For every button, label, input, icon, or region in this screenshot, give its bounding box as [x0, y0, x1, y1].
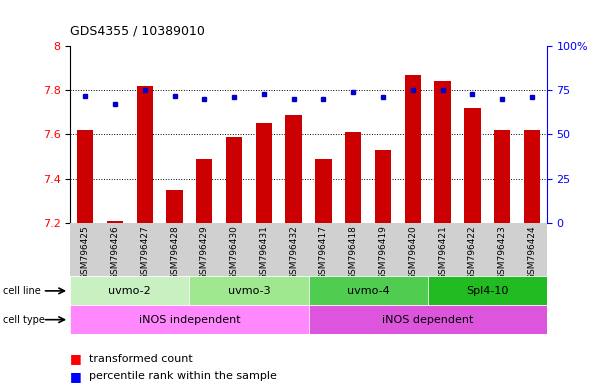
Bar [70, 276, 189, 305]
Text: ■: ■ [70, 353, 82, 366]
Bar [464, 108, 481, 223]
Bar [524, 130, 540, 223]
Bar [375, 150, 391, 223]
Bar [189, 276, 309, 305]
Text: GSM796423: GSM796423 [498, 225, 507, 280]
Bar [77, 130, 93, 223]
Bar [255, 123, 272, 223]
Text: cell line: cell line [3, 286, 41, 296]
Text: GSM796424: GSM796424 [527, 225, 536, 280]
Text: GDS4355 / 10389010: GDS4355 / 10389010 [70, 25, 205, 38]
Text: GSM796417: GSM796417 [319, 225, 328, 280]
Text: iNOS dependent: iNOS dependent [382, 314, 474, 325]
Text: uvmo-4: uvmo-4 [347, 286, 389, 296]
Bar [166, 190, 183, 223]
Text: GSM796429: GSM796429 [200, 225, 209, 280]
Bar [315, 159, 332, 223]
Text: GSM796427: GSM796427 [141, 225, 149, 280]
Bar [428, 276, 547, 305]
Text: Spl4-10: Spl4-10 [466, 286, 508, 296]
Text: cell type: cell type [3, 314, 45, 325]
Bar [309, 305, 547, 334]
Bar [404, 75, 421, 223]
Bar [107, 220, 123, 223]
Text: GSM796421: GSM796421 [438, 225, 447, 280]
Text: GSM796432: GSM796432 [289, 225, 298, 280]
Text: GSM796420: GSM796420 [408, 225, 417, 280]
Text: GSM796422: GSM796422 [468, 225, 477, 280]
Text: GSM796418: GSM796418 [349, 225, 357, 280]
Bar [196, 159, 213, 223]
Text: GSM796426: GSM796426 [111, 225, 119, 280]
Text: ■: ■ [70, 370, 82, 383]
Text: uvmo-2: uvmo-2 [109, 286, 151, 296]
Text: iNOS independent: iNOS independent [139, 314, 240, 325]
Bar [494, 130, 510, 223]
Bar [226, 137, 243, 223]
Bar [285, 114, 302, 223]
Bar [434, 81, 451, 223]
Text: percentile rank within the sample: percentile rank within the sample [89, 371, 276, 381]
Text: GSM796419: GSM796419 [379, 225, 387, 280]
Bar [345, 132, 362, 223]
Text: GSM796425: GSM796425 [81, 225, 90, 280]
Text: GSM796430: GSM796430 [230, 225, 238, 280]
Bar [309, 276, 428, 305]
Text: uvmo-3: uvmo-3 [228, 286, 270, 296]
Bar [136, 86, 153, 223]
Text: GSM796431: GSM796431 [260, 225, 268, 280]
Text: GSM796428: GSM796428 [170, 225, 179, 280]
Text: transformed count: transformed count [89, 354, 192, 364]
Bar [70, 305, 309, 334]
